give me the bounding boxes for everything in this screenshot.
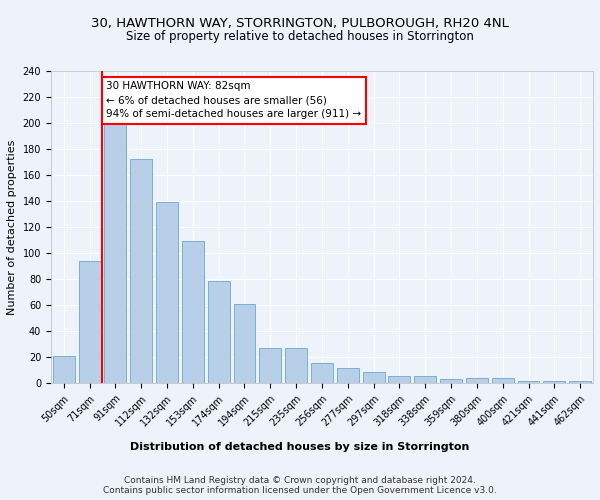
Text: Contains HM Land Registry data © Crown copyright and database right 2024.: Contains HM Land Registry data © Crown c… [124,476,476,485]
Bar [311,362,333,384]
Bar [569,380,591,384]
Bar [53,356,75,384]
Bar [466,378,488,384]
Bar [156,202,178,384]
Bar [259,348,281,384]
Bar [104,120,127,384]
Text: Distribution of detached houses by size in Storrington: Distribution of detached houses by size … [130,442,470,452]
Bar [388,376,410,384]
Bar [79,261,101,384]
Bar [208,280,230,384]
Bar [518,380,539,384]
Bar [182,242,204,384]
Bar [414,376,436,384]
Text: 30, HAWTHORN WAY, STORRINGTON, PULBOROUGH, RH20 4NL: 30, HAWTHORN WAY, STORRINGTON, PULBOROUG… [91,18,509,30]
Text: Size of property relative to detached houses in Storrington: Size of property relative to detached ho… [126,30,474,43]
Bar [285,348,307,384]
Y-axis label: Number of detached properties: Number of detached properties [7,140,17,315]
Bar [544,380,565,384]
Bar [362,372,385,384]
Bar [440,380,462,384]
Text: Contains public sector information licensed under the Open Government Licence v3: Contains public sector information licen… [103,486,497,495]
Bar [233,304,256,384]
Bar [337,368,359,384]
Bar [492,378,514,384]
Bar [130,160,152,384]
Text: 30 HAWTHORN WAY: 82sqm
← 6% of detached houses are smaller (56)
94% of semi-deta: 30 HAWTHORN WAY: 82sqm ← 6% of detached … [106,82,361,120]
